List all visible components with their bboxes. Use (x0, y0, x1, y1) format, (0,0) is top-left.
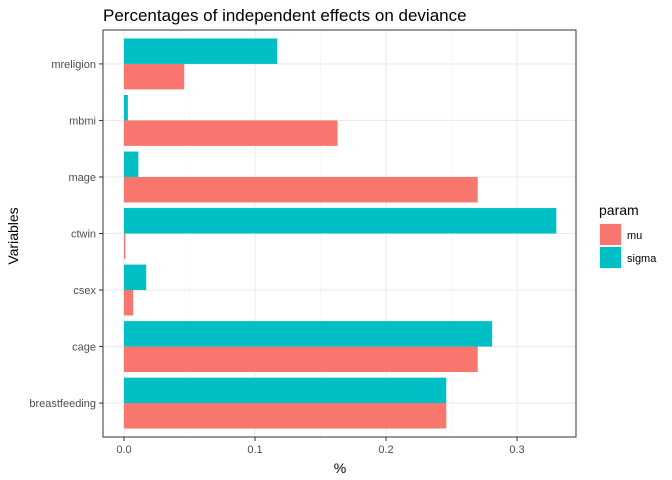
legend-label-sigma: sigma (627, 253, 657, 265)
x-tick-label: 0.3 (509, 444, 524, 456)
legend-title: param (599, 202, 639, 218)
bar-mu-breastfeeding (123, 403, 447, 429)
y-tick-label: breastfeeding (29, 398, 96, 410)
bar-sigma-mbmi (123, 95, 128, 121)
y-tick-label: mreligion (51, 59, 96, 71)
bar-mu-cage (123, 346, 478, 372)
x-axis-title: % (334, 460, 346, 476)
bars (123, 38, 557, 429)
bar-sigma-csex (123, 264, 147, 291)
bar-mu-csex (123, 290, 134, 316)
x-tick-label: 0.2 (378, 444, 393, 456)
y-tick-label: mbmi (69, 115, 96, 127)
bar-sigma-cage (123, 321, 493, 347)
x-tick-label: 0.0 (116, 444, 131, 456)
x-tick-label: 0.1 (247, 444, 262, 456)
bar-sigma-ctwin (123, 208, 557, 234)
y-tick-label: cage (72, 342, 96, 354)
bar-mu-mbmi (123, 120, 338, 146)
chart-title: Percentages of independent effects on de… (103, 6, 467, 25)
y-tick-label: ctwin (71, 229, 96, 241)
bar-sigma-mage (123, 151, 139, 177)
legend-key-sigma (600, 247, 621, 268)
legend-label-mu: mu (627, 230, 642, 242)
bar-mu-mage (123, 176, 478, 203)
y-tick-label: mage (68, 172, 96, 184)
bar-mu-ctwin (123, 233, 126, 259)
y-axis: breastfeeding cage csex ctwin mage mbmi mrelig… (29, 59, 103, 410)
x-axis: 0.0 0.1 0.2 0.3 (116, 437, 525, 456)
y-tick-label: csex (73, 285, 96, 297)
legend-key-mu (600, 224, 621, 245)
legend: param mu sigma (599, 202, 657, 269)
bar-sigma-breastfeeding (123, 377, 447, 404)
bar-mu-mreligion (123, 63, 185, 90)
bar-sigma-mreligion (123, 38, 278, 64)
y-axis-title: Variables (5, 207, 21, 264)
